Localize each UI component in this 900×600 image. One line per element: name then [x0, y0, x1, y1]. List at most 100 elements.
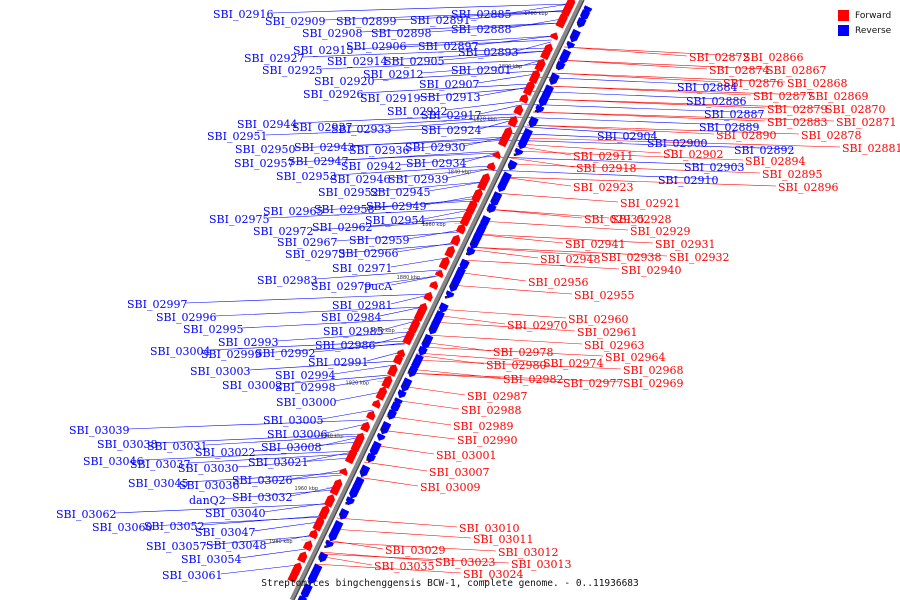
forward-gene-label[interactable]: SBI_02928	[611, 213, 671, 226]
forward-gene-label[interactable]: SBI_03029	[385, 544, 445, 557]
reverse-gene-label[interactable]: SBI_02916	[213, 8, 273, 21]
reverse-gene-label[interactable]: SBI_02991	[308, 356, 368, 369]
forward-gene-arrow[interactable]	[423, 291, 433, 302]
forward-gene-label[interactable]: SBI_03001	[436, 449, 496, 462]
reverse-gene-label[interactable]: SBI_02972	[253, 225, 313, 238]
reverse-gene-label[interactable]: SBI_03045	[128, 477, 188, 490]
forward-gene-label[interactable]: SBI_02978	[493, 346, 553, 359]
reverse-gene-arrow[interactable]	[538, 96, 549, 107]
forward-gene-label[interactable]: SBI_03013	[511, 558, 571, 571]
reverse-gene-label[interactable]: SBI_02912	[363, 68, 423, 81]
forward-gene-arrow[interactable]	[555, 12, 568, 29]
reverse-gene-label[interactable]: SBI_02997	[127, 298, 187, 311]
reverse-gene-label[interactable]: SBI_02906	[346, 40, 406, 53]
forward-gene-label[interactable]: SBI_02956	[528, 276, 588, 289]
reverse-gene-arrow[interactable]	[514, 147, 524, 156]
reverse-gene-label[interactable]: SBI_03031	[147, 440, 207, 453]
reverse-gene-arrow[interactable]	[377, 432, 386, 441]
reverse-gene-label[interactable]: SBI_03052	[144, 520, 204, 533]
reverse-gene-label[interactable]: SBI_02966	[338, 247, 398, 260]
reverse-gene-label[interactable]: SBI_02942	[341, 160, 401, 173]
forward-gene-arrow[interactable]	[297, 551, 308, 564]
reverse-gene-label[interactable]: SBI_02889	[699, 121, 759, 134]
reverse-gene-arrow[interactable]	[366, 452, 376, 463]
forward-gene-arrow[interactable]	[381, 375, 393, 389]
reverse-gene-label[interactable]: SBI_02973	[285, 248, 345, 261]
reverse-gene-arrow[interactable]	[507, 159, 518, 171]
forward-gene-label[interactable]: SBI_02868	[787, 77, 847, 90]
reverse-gene-label[interactable]: SBI_02900	[647, 137, 707, 150]
forward-gene-label[interactable]: SBI_02955	[574, 289, 634, 302]
reverse-gene-arrow[interactable]	[556, 60, 566, 71]
reverse-gene-label[interactable]: SBI_03032	[232, 491, 292, 504]
reverse-gene-label[interactable]: SBI_02899	[336, 15, 396, 28]
reverse-gene-label[interactable]: SBI_02937	[292, 121, 352, 134]
reverse-gene-label[interactable]: SBI_02886	[686, 95, 746, 108]
forward-gene-arrow[interactable]	[528, 69, 541, 84]
forward-gene-label[interactable]: SBI_02866	[743, 51, 803, 64]
reverse-gene-label[interactable]: SBI_02933	[331, 123, 391, 136]
reverse-gene-label[interactable]: danQ2	[189, 494, 226, 507]
reverse-gene-arrow[interactable]	[370, 444, 380, 456]
reverse-gene-label[interactable]: SBI_02914	[327, 55, 387, 68]
reverse-gene-arrow[interactable]	[346, 496, 355, 506]
forward-gene-label[interactable]: SBI_02932	[669, 251, 729, 264]
reverse-gene-arrow[interactable]	[497, 183, 507, 192]
reverse-gene-label[interactable]: SBI_03040	[205, 507, 265, 520]
forward-gene-label[interactable]: SBI_02987	[467, 390, 527, 403]
reverse-gene-label[interactable]: SBI_02919	[360, 92, 420, 105]
reverse-gene-label[interactable]: SBI_02983	[257, 274, 317, 287]
reverse-gene-arrow[interactable]	[308, 575, 317, 584]
reverse-gene-label[interactable]: SBI_02953	[276, 170, 336, 183]
reverse-gene-label[interactable]: SBI_02884	[677, 81, 737, 94]
reverse-gene-arrow[interactable]	[466, 246, 476, 256]
forward-gene-arrow[interactable]	[413, 307, 426, 322]
reverse-gene-label[interactable]: SBI_02908	[302, 27, 362, 40]
reverse-gene-label[interactable]: SBI_02926	[303, 88, 363, 101]
forward-gene-arrow[interactable]	[438, 256, 450, 271]
reverse-gene-label[interactable]: SBI_03057	[146, 540, 206, 553]
forward-gene-label[interactable]: SBI_02911	[573, 150, 633, 163]
reverse-gene-label[interactable]: SBI_02984	[321, 311, 381, 324]
reverse-gene-label[interactable]: SBI_02903	[684, 161, 744, 174]
reverse-gene-label[interactable]: SBI_02930	[405, 141, 465, 154]
reverse-gene-label[interactable]: SBI_02901	[451, 64, 511, 77]
reverse-gene-label[interactable]: SBI_02907	[419, 78, 479, 91]
forward-gene-arrow[interactable]	[371, 399, 381, 409]
forward-gene-arrow[interactable]	[287, 566, 300, 583]
forward-gene-label[interactable]: SBI_02902	[663, 148, 723, 161]
reverse-gene-label[interactable]: SBI_03022	[195, 446, 255, 459]
forward-gene-label[interactable]: SBI_02964	[605, 351, 665, 364]
forward-gene-label[interactable]: SBI_02890	[716, 129, 776, 142]
forward-gene-label[interactable]: SBI_02935	[584, 213, 644, 226]
forward-gene-arrow[interactable]	[387, 364, 398, 378]
reverse-gene-label[interactable]: SBI_02957	[234, 157, 294, 170]
reverse-gene-label[interactable]: SBI_02915	[293, 44, 353, 57]
forward-gene-arrow[interactable]	[408, 318, 421, 334]
reverse-gene-label[interactable]: SBI_03039	[69, 424, 129, 437]
forward-gene-label[interactable]: SBI_02988	[461, 404, 521, 417]
reverse-gene-label[interactable]: SBI_02952	[318, 186, 378, 199]
forward-gene-label[interactable]: SBI_02918	[576, 162, 636, 175]
reverse-gene-label[interactable]: SBI_02885	[451, 8, 511, 21]
reverse-gene-label[interactable]: SBI_03036	[179, 479, 239, 492]
reverse-gene-arrow[interactable]	[318, 551, 329, 563]
forward-gene-arrow[interactable]	[333, 479, 343, 488]
reverse-gene-label[interactable]: SBI_03061	[162, 569, 222, 582]
reverse-gene-label[interactable]: SBI_02949	[366, 200, 426, 213]
reverse-gene-label[interactable]: SBI_02994	[275, 369, 335, 382]
forward-gene-label[interactable]: SBI_02879	[767, 103, 827, 116]
reverse-gene-label[interactable]: SBI_03038	[97, 438, 157, 451]
reverse-gene-label[interactable]: SBI_02922	[387, 105, 447, 118]
forward-gene-label[interactable]: SBI_02896	[778, 181, 838, 194]
forward-gene-label[interactable]: SBI_02923	[573, 181, 633, 194]
forward-gene-arrow[interactable]	[318, 505, 330, 520]
forward-gene-arrow[interactable]	[312, 516, 325, 532]
forward-gene-label[interactable]: SBI_02940	[621, 264, 681, 277]
forward-gene-arrow[interactable]	[519, 93, 529, 104]
reverse-gene-label[interactable]: SBI_03054	[181, 553, 241, 566]
forward-gene-arrow[interactable]	[507, 115, 518, 128]
reverse-gene-label[interactable]: SBI_02992	[255, 347, 315, 360]
reverse-gene-arrow[interactable]	[549, 72, 560, 86]
reverse-gene-label[interactable]: SBI_03046	[83, 455, 143, 468]
